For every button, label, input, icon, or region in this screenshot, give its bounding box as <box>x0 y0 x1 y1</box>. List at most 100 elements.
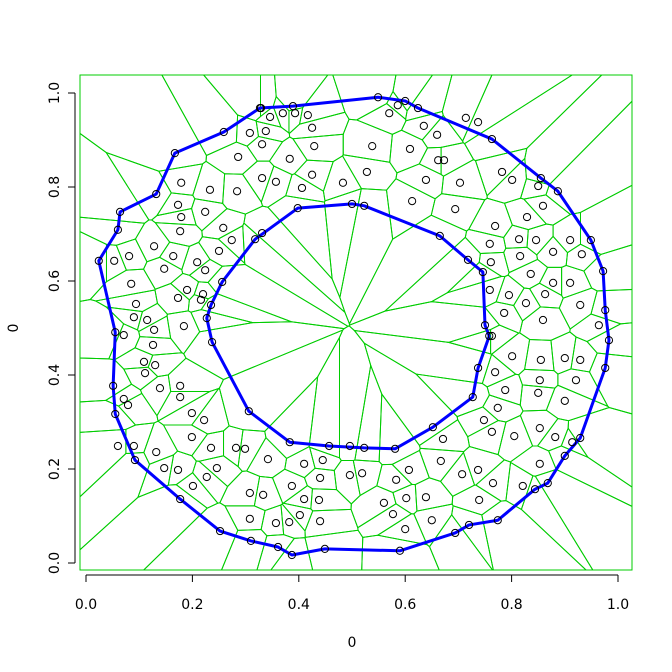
point <box>435 231 444 240</box>
point <box>240 444 250 453</box>
point <box>119 330 128 340</box>
point <box>510 432 519 441</box>
voronoi-cell <box>386 90 408 121</box>
point <box>487 331 497 341</box>
point <box>201 266 210 275</box>
y-tick-label: 0.4 <box>47 364 63 386</box>
voronoi-cell <box>348 301 501 343</box>
mark-layer <box>94 93 614 560</box>
point <box>458 470 467 479</box>
voronoi-cell <box>490 324 520 355</box>
point <box>493 516 502 525</box>
point <box>176 227 185 236</box>
point <box>508 175 517 185</box>
voronoi-cell <box>464 228 507 254</box>
point <box>231 443 241 452</box>
point <box>405 144 415 154</box>
point <box>123 400 133 410</box>
voronoi-cell <box>264 375 319 460</box>
point <box>468 392 477 402</box>
point <box>212 463 221 473</box>
outer-boundary <box>97 95 611 557</box>
point <box>531 236 541 245</box>
point <box>115 207 125 217</box>
point <box>464 520 474 530</box>
point <box>232 187 242 196</box>
voronoi-cell <box>414 373 490 418</box>
point <box>261 126 270 136</box>
point <box>401 96 410 106</box>
point <box>491 221 500 231</box>
inner-boundary <box>205 202 491 451</box>
point <box>215 526 225 536</box>
point <box>487 134 497 144</box>
point <box>259 490 268 499</box>
voronoi-cell <box>378 392 421 466</box>
voronoi-cell <box>308 335 340 459</box>
x-tick-label: 0.2 <box>181 597 203 613</box>
point <box>504 291 514 300</box>
point <box>130 455 140 465</box>
voronoi-cell <box>550 331 577 375</box>
point <box>111 328 120 337</box>
voronoi-cell <box>205 141 258 175</box>
point <box>560 451 569 460</box>
voronoi-cell <box>157 387 221 426</box>
point <box>293 204 302 213</box>
point <box>438 434 448 444</box>
point <box>227 236 236 245</box>
point <box>362 167 371 177</box>
point <box>601 306 610 315</box>
voronoi-cell <box>497 414 534 463</box>
voronoi-cell <box>188 258 224 283</box>
point <box>373 93 383 102</box>
voronoi-cell <box>474 147 528 197</box>
point <box>310 142 319 151</box>
voronoi-cell <box>253 475 284 512</box>
point <box>478 267 487 277</box>
voronoi-cell <box>274 74 329 112</box>
point <box>160 264 169 273</box>
x-tick-label: 0.8 <box>500 597 522 613</box>
voronoi-cell <box>418 146 442 176</box>
point <box>246 536 256 546</box>
point <box>207 338 217 347</box>
point <box>148 340 158 350</box>
point <box>111 409 120 419</box>
point <box>543 479 552 488</box>
voronoi-cell <box>557 368 609 408</box>
point <box>390 444 400 453</box>
point <box>571 376 581 385</box>
point <box>521 298 531 308</box>
voronoi-cell <box>310 488 352 512</box>
voronoi-cell <box>304 508 359 538</box>
point <box>176 392 185 402</box>
voronoi-cell <box>166 310 201 355</box>
point <box>179 322 188 331</box>
voronoi-cell <box>570 336 598 373</box>
point <box>485 331 494 341</box>
voronoi-cell <box>528 282 564 309</box>
point <box>392 475 401 484</box>
point <box>193 258 202 267</box>
point <box>188 481 198 491</box>
point <box>131 299 141 309</box>
point <box>202 472 211 482</box>
point <box>198 290 208 299</box>
voronoi-cell <box>421 114 464 149</box>
point <box>485 285 494 295</box>
point <box>318 455 327 465</box>
point <box>491 368 500 377</box>
point <box>202 314 211 323</box>
voronoi-cell <box>534 468 633 571</box>
point <box>463 255 473 264</box>
voronoi-cell <box>293 159 334 192</box>
point <box>535 376 544 385</box>
point <box>487 427 497 436</box>
voronoi-cell <box>513 287 542 322</box>
voronoi-cell <box>354 363 383 463</box>
point <box>455 178 465 187</box>
voronoi-cell <box>333 460 361 505</box>
voronoi-cell <box>481 500 588 571</box>
point <box>273 542 283 552</box>
